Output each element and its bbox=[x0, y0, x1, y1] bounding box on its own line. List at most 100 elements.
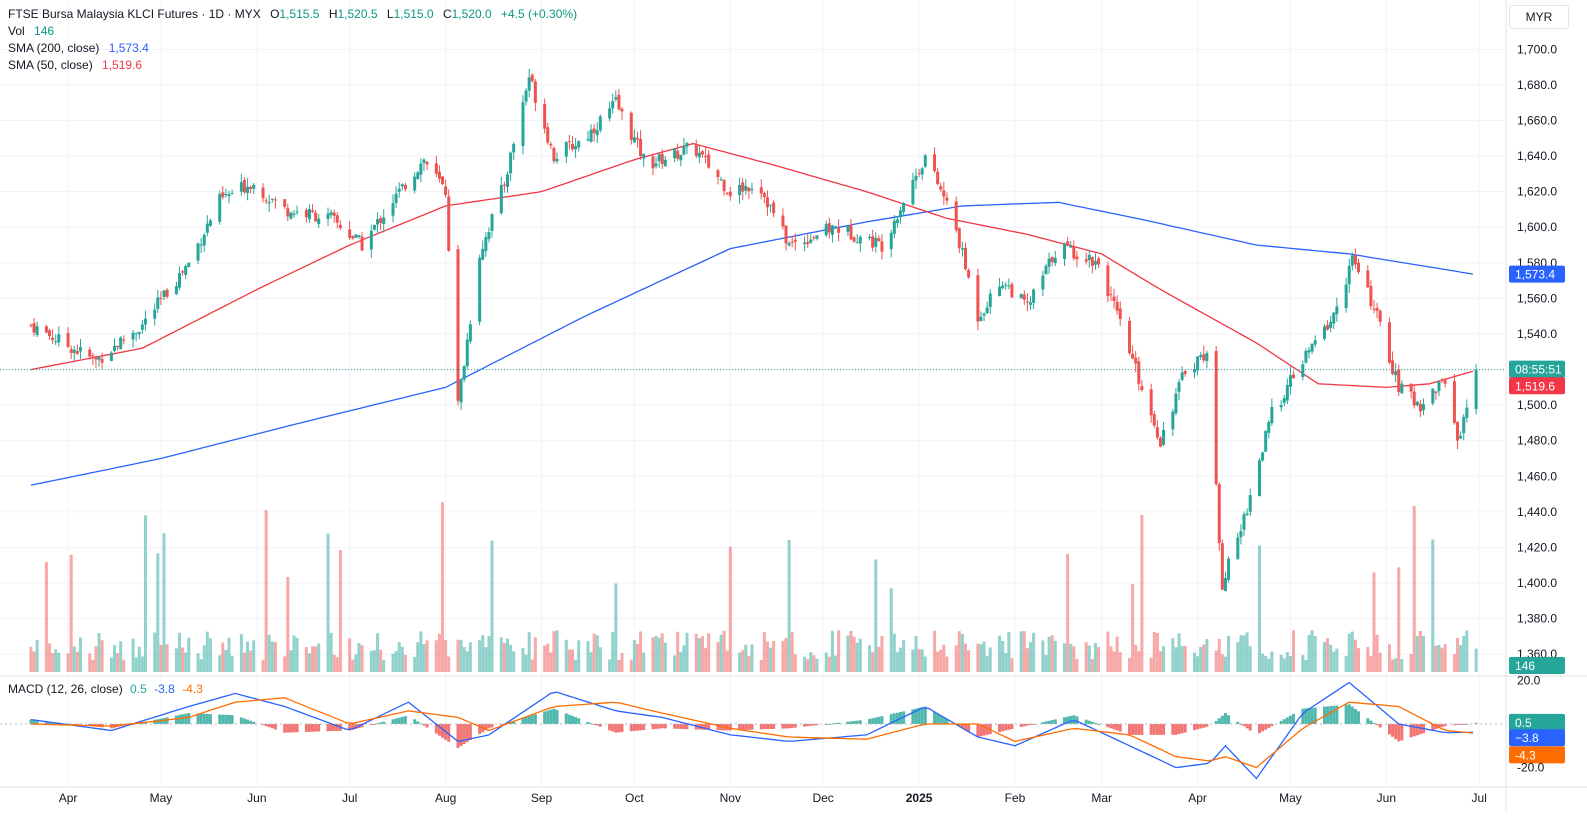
volume-bar bbox=[307, 653, 311, 672]
volume-bar bbox=[787, 539, 791, 672]
volume-bar bbox=[1183, 645, 1187, 672]
candle-body bbox=[1128, 320, 1132, 354]
volume-bar bbox=[208, 638, 212, 672]
volume-bar bbox=[837, 630, 841, 672]
volume-bar bbox=[759, 659, 763, 672]
volume-bar bbox=[765, 641, 769, 672]
macd-hist-bar bbox=[868, 718, 872, 724]
candle-body bbox=[837, 227, 841, 233]
volume-bar bbox=[917, 649, 921, 672]
macd-hist-bar bbox=[205, 713, 209, 724]
volume-bar bbox=[614, 583, 618, 672]
macd-hist-bar bbox=[221, 714, 225, 724]
volume-bar bbox=[397, 642, 401, 672]
candle-body bbox=[1326, 324, 1330, 330]
macd-hist-bar bbox=[874, 717, 878, 724]
sma50-path bbox=[30, 142, 1474, 389]
volume-bar bbox=[112, 645, 116, 672]
time-tick-label: Apr bbox=[59, 791, 78, 805]
candle-body bbox=[1456, 422, 1460, 441]
candle-body bbox=[484, 237, 488, 252]
macd-hist-bar bbox=[75, 723, 79, 725]
sma200-legend[interactable]: SMA (200, close) 1,573.4 bbox=[8, 40, 149, 56]
macd-hist-bar bbox=[985, 723, 989, 735]
macd-hist-bar bbox=[1217, 718, 1221, 724]
candle-body bbox=[1084, 259, 1088, 262]
volume-bar bbox=[437, 633, 441, 672]
macd-hist-bar bbox=[184, 713, 188, 724]
volume-bar bbox=[289, 650, 293, 672]
volume-bar bbox=[1196, 656, 1200, 672]
volume-bar bbox=[227, 637, 231, 672]
macd-hist-bar bbox=[889, 714, 893, 724]
volume-bar bbox=[1112, 651, 1116, 672]
candle-body bbox=[1270, 407, 1274, 424]
candle-body bbox=[784, 225, 788, 244]
volume-bar bbox=[985, 656, 989, 672]
candle-body bbox=[642, 153, 646, 159]
candle-body bbox=[462, 366, 466, 380]
volume-bar bbox=[704, 647, 708, 672]
macd-hist-bar bbox=[574, 717, 578, 724]
macd-hist-bar bbox=[998, 723, 1002, 732]
macd-hist-bar bbox=[793, 723, 797, 728]
volume-bar bbox=[806, 659, 810, 672]
candle-body bbox=[100, 358, 104, 363]
volume-bar bbox=[530, 659, 534, 672]
macd-hist-tag: 0.5 bbox=[1515, 716, 1532, 730]
macd-hist-bar bbox=[1301, 708, 1305, 724]
macd-hist-bar bbox=[1261, 723, 1265, 732]
candle-body bbox=[589, 129, 593, 142]
volume-bar bbox=[673, 655, 677, 672]
candle-body bbox=[629, 112, 633, 140]
candle-body bbox=[793, 239, 797, 242]
volume-bar bbox=[1205, 639, 1209, 672]
macd-pane bbox=[0, 681, 1506, 780]
volume-bar bbox=[543, 645, 547, 672]
volume-bar bbox=[552, 631, 556, 672]
volume-bar bbox=[97, 633, 101, 672]
price-tick-label: 1,380.0 bbox=[1517, 612, 1557, 626]
candle-body bbox=[326, 213, 330, 219]
volume-bar bbox=[419, 631, 423, 672]
candle-body bbox=[1115, 301, 1119, 311]
macd-hist-bar bbox=[1205, 723, 1209, 727]
candle-body bbox=[1264, 430, 1268, 452]
macd-hist-bar bbox=[933, 711, 937, 724]
close-value: 1,520.0 bbox=[451, 7, 492, 21]
volume-bar bbox=[48, 643, 52, 672]
candle-body bbox=[1236, 537, 1240, 559]
macd-hist-bar bbox=[685, 723, 689, 730]
macd-hist-bar bbox=[769, 723, 773, 730]
macd-hist-bar bbox=[620, 723, 624, 733]
volume-bar bbox=[1248, 646, 1252, 672]
macd-hist-bar bbox=[1084, 719, 1088, 724]
candle-body bbox=[335, 215, 339, 223]
candle-body bbox=[242, 180, 246, 193]
volume-bar bbox=[1066, 553, 1070, 672]
macd-hist-bar bbox=[1474, 722, 1478, 724]
sma50-legend[interactable]: SMA (50, close) 1,519.6 bbox=[8, 57, 142, 73]
volume-bar bbox=[487, 635, 491, 672]
macd-hist-bar bbox=[837, 722, 841, 724]
volume-bar bbox=[642, 652, 646, 672]
volume-bar bbox=[632, 639, 636, 672]
macd-legend[interactable]: MACD (12, 26, close) 0.5 -3.8 -4.3 bbox=[8, 682, 207, 696]
macd-hist-bar bbox=[1415, 723, 1419, 736]
macd-hist-bar bbox=[892, 713, 896, 724]
candle-body bbox=[812, 237, 816, 239]
volume-bar bbox=[354, 654, 358, 672]
low-value: 1,515.0 bbox=[393, 7, 434, 21]
volume-bar bbox=[165, 644, 169, 672]
volume-bar bbox=[1344, 655, 1348, 672]
volume-bar bbox=[304, 647, 308, 672]
candle-body bbox=[1180, 372, 1184, 380]
candle-body bbox=[543, 103, 547, 129]
currency-button[interactable]: MYR bbox=[1509, 5, 1569, 29]
price-tick-label: 1,660.0 bbox=[1517, 114, 1557, 128]
candle-body bbox=[174, 286, 178, 295]
macd-hist-bar bbox=[512, 720, 516, 724]
macd-hist-bar bbox=[187, 713, 191, 724]
candle-body bbox=[1025, 301, 1029, 303]
